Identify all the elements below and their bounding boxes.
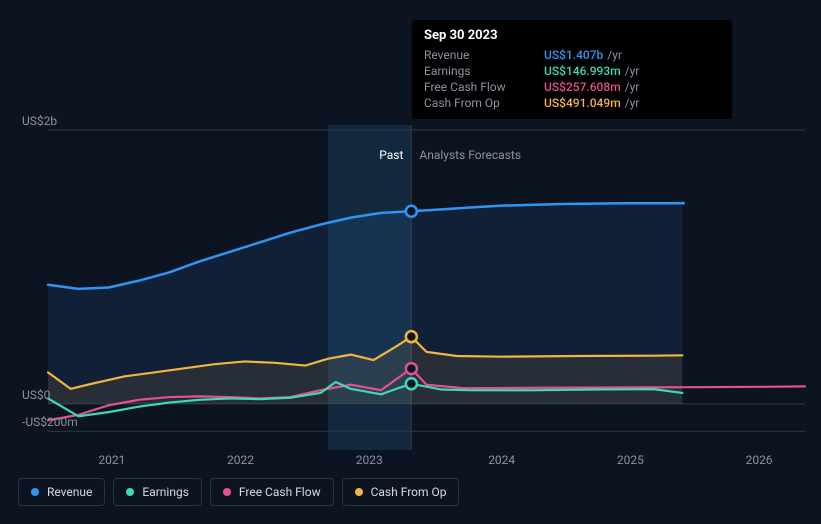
tooltip-row-unit: /yr <box>607 48 622 62</box>
tooltip-row-label: Earnings <box>424 64 544 78</box>
tooltip-row-unit: /yr <box>625 64 640 78</box>
crosshair-marker-cash_from_op <box>406 331 417 342</box>
tooltip-row: Cash From OpUS$491.049m/yr <box>424 95 720 111</box>
tooltip-row-value: US$257.608m <box>544 80 621 94</box>
tooltip-row: RevenueUS$1.407b/yr <box>424 47 720 63</box>
crosshair-marker-earnings <box>406 378 417 389</box>
x-axis-label: 2021 <box>98 453 125 467</box>
tooltip-date: Sep 30 2023 <box>424 28 720 43</box>
tooltip-row-label: Free Cash Flow <box>424 80 544 94</box>
section-label-past: Past <box>379 148 403 162</box>
y-axis-label: US$2b <box>22 114 57 128</box>
legend-item-earnings[interactable]: Earnings <box>113 478 202 506</box>
tooltip-row-value: US$1.407b <box>544 48 603 62</box>
legend-item-cash_from_op[interactable]: Cash From Op <box>342 478 460 506</box>
legend-swatch <box>223 488 231 496</box>
legend-swatch <box>126 488 134 496</box>
legend-swatch <box>31 488 39 496</box>
tooltip-row-label: Revenue <box>424 48 544 62</box>
x-axis-label: 2024 <box>488 453 515 467</box>
tooltip-row-label: Cash From Op <box>424 96 544 110</box>
chart-legend: Revenue Earnings Free Cash Flow Cash From O… <box>18 478 459 506</box>
crosshair-marker-free_cash_flow <box>406 363 417 374</box>
section-label-forecast: Analysts Forecasts <box>419 148 521 162</box>
legend-label: Free Cash Flow <box>239 485 321 499</box>
legend-label: Revenue <box>47 485 92 499</box>
crosshair-marker-revenue <box>406 206 417 217</box>
tooltip-row-unit: /yr <box>625 96 640 110</box>
x-axis-label: 2022 <box>227 453 254 467</box>
x-axis-label: 2025 <box>617 453 644 467</box>
legend-item-revenue[interactable]: Revenue <box>18 478 105 506</box>
y-axis-label: US$0 <box>22 388 50 402</box>
x-axis-label: 2023 <box>356 453 383 467</box>
tooltip-row: EarningsUS$146.993m/yr <box>424 63 720 79</box>
legend-label: Cash From Op <box>371 485 447 499</box>
y-axis-label: -US$200m <box>22 415 78 429</box>
tooltip-row-value: US$146.993m <box>544 64 621 78</box>
tooltip-row: Free Cash FlowUS$257.608m/yr <box>424 79 720 95</box>
tooltip-row-unit: /yr <box>625 80 640 94</box>
x-axis-label: 2026 <box>746 453 773 467</box>
legend-item-free_cash_flow[interactable]: Free Cash Flow <box>210 478 334 506</box>
tooltip-row-value: US$491.049m <box>544 96 621 110</box>
legend-swatch <box>355 488 363 496</box>
legend-label: Earnings <box>142 485 189 499</box>
chart-tooltip: Sep 30 2023 RevenueUS$1.407b/yrEarningsU… <box>412 20 732 119</box>
